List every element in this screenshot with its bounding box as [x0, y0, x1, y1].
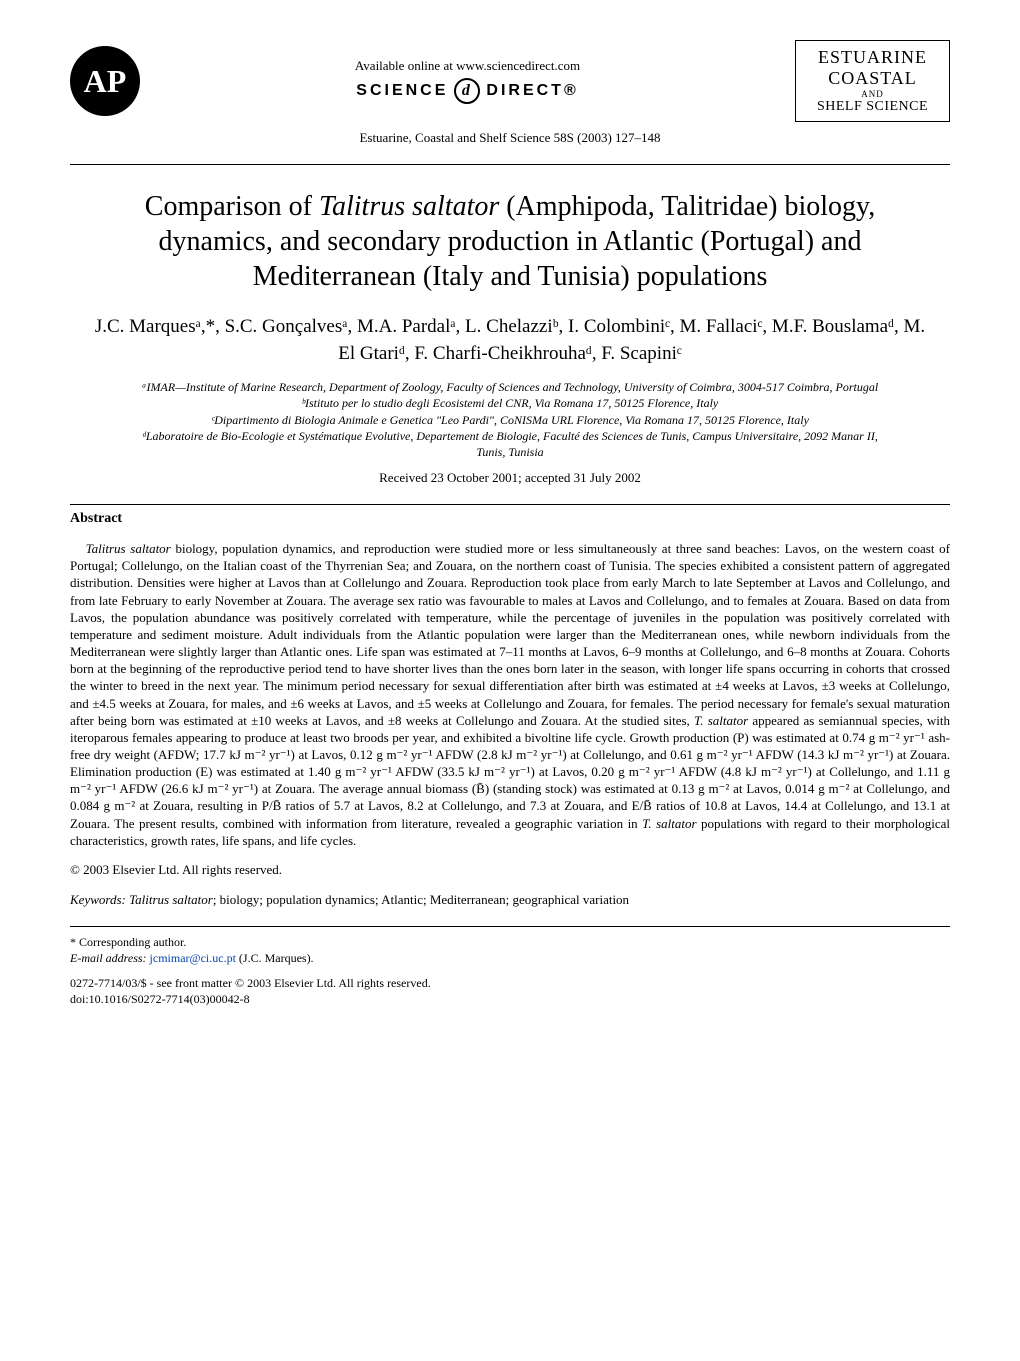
page-container: AP Available online at www.sciencedirect…: [0, 0, 1020, 1037]
authors-list: J.C. Marquesᵃ,*, S.C. Gonçalvesᵃ, M.A. P…: [90, 314, 930, 367]
received-accepted: Received 23 October 2001; accepted 31 Ju…: [70, 470, 950, 486]
keywords-rest: ; biology; population dynamics; Atlantic…: [213, 892, 629, 907]
email-author-name: (J.C. Marques).: [236, 951, 314, 965]
abstract-body: Talitrus saltator biology, population dy…: [70, 540, 950, 849]
sciencedirect-right: DIRECT®: [486, 82, 578, 100]
journal-line3: AND: [806, 89, 939, 99]
abstract-text-1: biology, population dynamics, and reprod…: [70, 541, 950, 728]
header-center: Available online at www.sciencedirect.co…: [140, 58, 795, 104]
sciencedirect-compass-icon: d: [454, 78, 480, 104]
title-species: Talitrus saltator: [319, 191, 499, 222]
article-title: Comparison of Talitrus saltator (Amphipo…: [130, 189, 890, 294]
keywords-line: Keywords: Talitrus saltator; biology; po…: [70, 892, 950, 908]
mid-rule: [70, 504, 950, 505]
affiliations-block: ᵃIMAR—Institute of Marine Research, Depa…: [130, 379, 890, 460]
abstract-species-2: T. saltator: [694, 713, 748, 728]
affiliation-b: ᵇIstituto per lo studio degli Ecosistemi…: [130, 395, 890, 411]
journal-line1: ESTUARINE: [806, 47, 939, 68]
journal-line2: COASTAL: [806, 68, 939, 89]
abstract-species-3: T. saltator: [642, 816, 696, 831]
front-matter-block: 0272-7714/03/$ - see front matter © 2003…: [70, 976, 950, 1007]
abstract-species-1: Talitrus saltator: [86, 541, 171, 556]
journal-reference: Estuarine, Coastal and Shelf Science 58S…: [70, 130, 950, 146]
keywords-label: Keywords:: [70, 892, 126, 907]
publisher-logo-text: AP: [84, 63, 127, 100]
email-label: E-mail address:: [70, 951, 147, 965]
corresponding-author-block: * Corresponding author. E-mail address: …: [70, 935, 950, 966]
sciencedirect-logo: SCIENCE d DIRECT®: [356, 78, 578, 104]
doi-text: doi:10.1016/S0272-7714(03)00042-8: [70, 992, 950, 1008]
keywords-first-italic: Talitrus saltator: [129, 892, 213, 907]
available-online-text: Available online at www.sciencedirect.co…: [140, 58, 795, 74]
corresponding-author: * Corresponding author.: [70, 935, 950, 951]
journal-line4: SHELF SCIENCE: [806, 99, 939, 115]
footer-rule: [70, 926, 950, 927]
abstract-copyright: © 2003 Elsevier Ltd. All rights reserved…: [70, 862, 950, 878]
publisher-logo: AP: [70, 46, 140, 116]
email-line: E-mail address: jcmimar@ci.uc.pt (J.C. M…: [70, 951, 950, 967]
title-part1: Comparison of: [145, 191, 319, 222]
header-row: AP Available online at www.sciencedirect…: [70, 40, 950, 122]
abstract-heading: Abstract: [70, 511, 950, 527]
affiliation-c: ᶜDipartimento di Biologia Animale e Gene…: [130, 412, 890, 428]
top-rule: [70, 164, 950, 165]
sciencedirect-left: SCIENCE: [356, 82, 448, 100]
journal-title-box: ESTUARINE COASTAL AND SHELF SCIENCE: [795, 40, 950, 122]
affiliation-a: ᵃIMAR—Institute of Marine Research, Depa…: [130, 379, 890, 395]
abstract-text-2: appeared as semiannual species, with ite…: [70, 713, 950, 831]
affiliation-d: ᵈLaboratoire de Bio-Ecologie et Systémat…: [130, 428, 890, 460]
email-link[interactable]: jcmimar@ci.uc.pt: [150, 951, 236, 965]
front-matter-text: 0272-7714/03/$ - see front matter © 2003…: [70, 976, 950, 992]
